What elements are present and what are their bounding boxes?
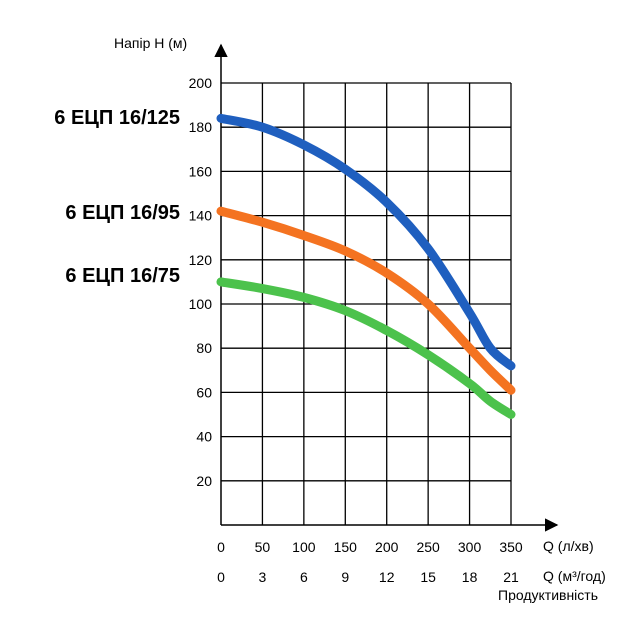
series-line-3 <box>216 277 516 419</box>
x-axis-caption: Продуктивність <box>498 587 598 603</box>
x-tick-label: 50 <box>255 539 271 555</box>
x-tick-label-secondary: 15 <box>420 569 436 585</box>
y-tick-label: 80 <box>196 340 212 356</box>
x-tick-label: 0 <box>217 539 225 555</box>
x-tick-label-secondary: 21 <box>503 569 519 585</box>
series-lines <box>216 113 516 419</box>
series-line-1 <box>216 113 516 371</box>
x-tick-label-secondary: 3 <box>259 569 267 585</box>
series-label-3: 6 ЕЦП 16/75 <box>65 265 180 287</box>
x-tick-label: 200 <box>375 539 399 555</box>
x-tick-label: 100 <box>292 539 316 555</box>
y-tick-label: 20 <box>196 473 212 489</box>
y-tick-label: 60 <box>196 384 212 400</box>
y-tick-label: 100 <box>189 296 213 312</box>
x-tick-label-secondary: 18 <box>462 569 478 585</box>
x-tick-label-secondary: 12 <box>379 569 395 585</box>
series-labels: 6 ЕЦП 16/125 6 ЕЦП 16/95 6 ЕЦП 16/75 <box>54 107 180 287</box>
x-axis-title-secondary: Q (м³/год) <box>543 568 606 584</box>
x-tick-label: 250 <box>416 539 440 555</box>
y-axis-title: Напір Н (м) <box>114 35 187 51</box>
y-tick-label: 180 <box>189 119 213 135</box>
x-tick-label: 150 <box>334 539 358 555</box>
y-tick-label: 120 <box>189 252 213 268</box>
series-label-2: 6 ЕЦП 16/95 <box>65 202 180 224</box>
series-label-1: 6 ЕЦП 16/125 <box>54 107 180 129</box>
x-tick-label: 350 <box>499 539 523 555</box>
x-tick-label-secondary: 0 <box>217 569 225 585</box>
y-tick-label: 200 <box>189 75 213 91</box>
x-tick-label-secondary: 9 <box>341 569 349 585</box>
y-tick-label: 160 <box>189 163 213 179</box>
series-line-2 <box>216 206 516 395</box>
x-tick-label-secondary: 6 <box>300 569 308 585</box>
y-tick-label: 40 <box>196 429 212 445</box>
x-axis-title: Q (л/хв) <box>543 538 594 554</box>
y-tick-label: 140 <box>189 208 213 224</box>
axes <box>214 43 559 532</box>
x-tick-label: 300 <box>458 539 482 555</box>
